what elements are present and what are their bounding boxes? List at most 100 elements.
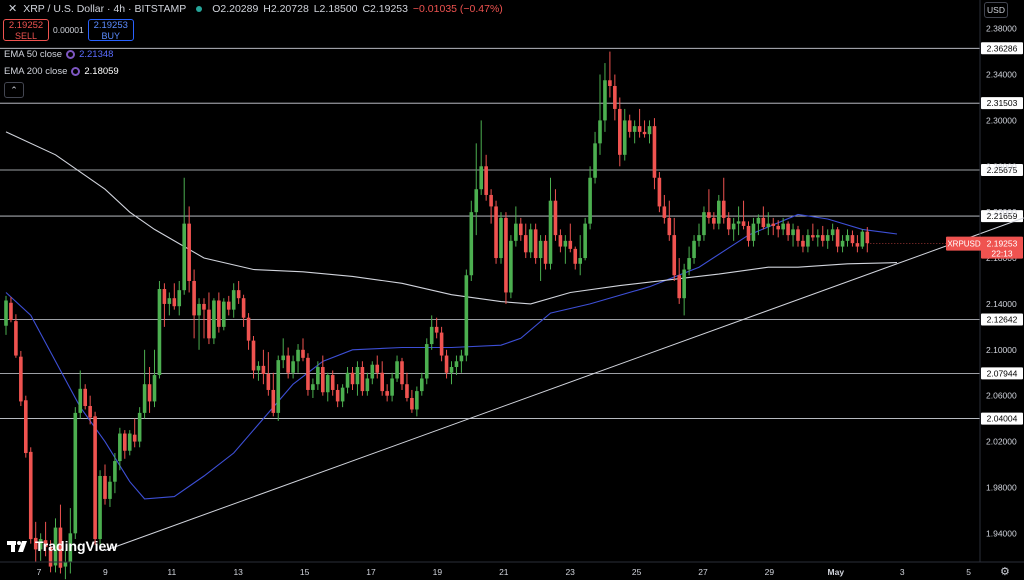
candle[interactable] — [147, 367, 152, 413]
candle[interactable] — [801, 235, 805, 253]
candle[interactable] — [499, 212, 503, 264]
candle[interactable] — [835, 227, 840, 253]
candle[interactable] — [761, 206, 766, 230]
candle[interactable] — [68, 508, 73, 574]
candle[interactable] — [781, 217, 785, 236]
candle[interactable] — [405, 372, 409, 402]
candle[interactable] — [494, 200, 498, 264]
candle[interactable] — [573, 246, 578, 270]
candle[interactable] — [276, 355, 281, 421]
candle[interactable] — [563, 235, 568, 264]
candle[interactable] — [672, 217, 677, 281]
candle[interactable] — [335, 384, 340, 408]
candle[interactable] — [543, 235, 548, 270]
candle[interactable] — [533, 223, 538, 264]
candle[interactable] — [271, 372, 276, 417]
candle[interactable] — [350, 367, 355, 390]
candle[interactable] — [578, 235, 582, 276]
indicator-ema200[interactable]: EMA 200 close 2.18059 — [4, 66, 119, 77]
candle[interactable] — [400, 357, 404, 390]
candle[interactable] — [627, 114, 632, 138]
candle[interactable] — [474, 143, 479, 236]
candle[interactable] — [469, 200, 474, 281]
candle[interactable] — [632, 120, 637, 144]
candle[interactable] — [167, 292, 172, 316]
candle[interactable] — [286, 347, 290, 379]
candle[interactable] — [325, 372, 330, 402]
candle[interactable] — [850, 230, 855, 247]
candle[interactable] — [652, 118, 657, 190]
candle[interactable] — [360, 361, 365, 396]
symbol-title[interactable]: XRP / U.S. Dollar · 4h · BITSTAMP — [23, 2, 187, 15]
candle[interactable] — [820, 225, 825, 247]
candle[interactable] — [429, 315, 434, 350]
candle[interactable] — [816, 229, 820, 247]
candle[interactable] — [459, 349, 464, 373]
candle[interactable] — [375, 355, 380, 379]
candle[interactable] — [226, 295, 231, 316]
candle[interactable] — [449, 361, 454, 385]
candle[interactable] — [420, 372, 424, 396]
trendline[interactable] — [104, 217, 1024, 552]
candle[interactable] — [721, 177, 726, 224]
candle[interactable] — [538, 235, 543, 281]
candle[interactable] — [637, 108, 642, 138]
candle[interactable] — [291, 355, 295, 379]
candle[interactable] — [14, 314, 18, 358]
candle[interactable] — [88, 395, 92, 425]
candle[interactable] — [78, 370, 83, 419]
settings-icon[interactable] — [66, 50, 76, 59]
candle[interactable] — [241, 294, 246, 327]
candle[interactable] — [484, 154, 488, 201]
candle[interactable] — [197, 298, 201, 350]
candle[interactable] — [523, 223, 528, 259]
candle[interactable] — [860, 229, 865, 249]
candle[interactable] — [321, 355, 325, 396]
candle[interactable] — [142, 349, 147, 419]
candle[interactable] — [395, 355, 399, 382]
candle[interactable] — [509, 235, 513, 299]
candle[interactable] — [608, 51, 612, 98]
candle[interactable] — [256, 361, 261, 381]
candle[interactable] — [390, 372, 394, 402]
candle[interactable] — [707, 189, 711, 224]
candle[interactable] — [162, 283, 167, 327]
buy-button[interactable]: 2.19253 BUY — [87, 19, 134, 41]
candle[interactable] — [330, 370, 335, 396]
candle[interactable] — [845, 229, 850, 247]
candle[interactable] — [613, 74, 617, 121]
candle[interactable] — [667, 200, 672, 241]
candle[interactable] — [182, 177, 186, 295]
candle[interactable] — [514, 206, 518, 247]
candle[interactable] — [73, 407, 78, 540]
candle[interactable] — [751, 217, 756, 247]
candle[interactable] — [38, 533, 43, 561]
candle[interactable] — [598, 74, 602, 155]
candle[interactable] — [687, 246, 691, 276]
candle[interactable] — [726, 212, 731, 236]
candle[interactable] — [766, 212, 771, 236]
candle[interactable] — [702, 206, 706, 241]
candle[interactable] — [231, 283, 236, 318]
candle[interactable] — [519, 217, 523, 241]
candle[interactable] — [152, 349, 157, 408]
candle[interactable] — [222, 298, 226, 331]
candle[interactable] — [741, 200, 746, 230]
candle[interactable] — [370, 361, 375, 385]
candle[interactable] — [177, 280, 182, 316]
candle[interactable] — [187, 206, 191, 293]
candle[interactable] — [662, 194, 667, 224]
chart-settings-icon[interactable]: ⚙ — [1000, 566, 1010, 578]
candle[interactable] — [553, 189, 558, 241]
candle[interactable] — [24, 395, 28, 458]
candle[interactable] — [647, 120, 652, 144]
candle[interactable] — [548, 177, 553, 270]
candle[interactable] — [281, 338, 285, 369]
candle[interactable] — [712, 212, 716, 230]
candle[interactable] — [568, 223, 573, 253]
candle[interactable] — [657, 172, 662, 213]
candle[interactable] — [806, 229, 810, 253]
candle[interactable] — [642, 120, 647, 138]
candle[interactable] — [316, 361, 320, 390]
